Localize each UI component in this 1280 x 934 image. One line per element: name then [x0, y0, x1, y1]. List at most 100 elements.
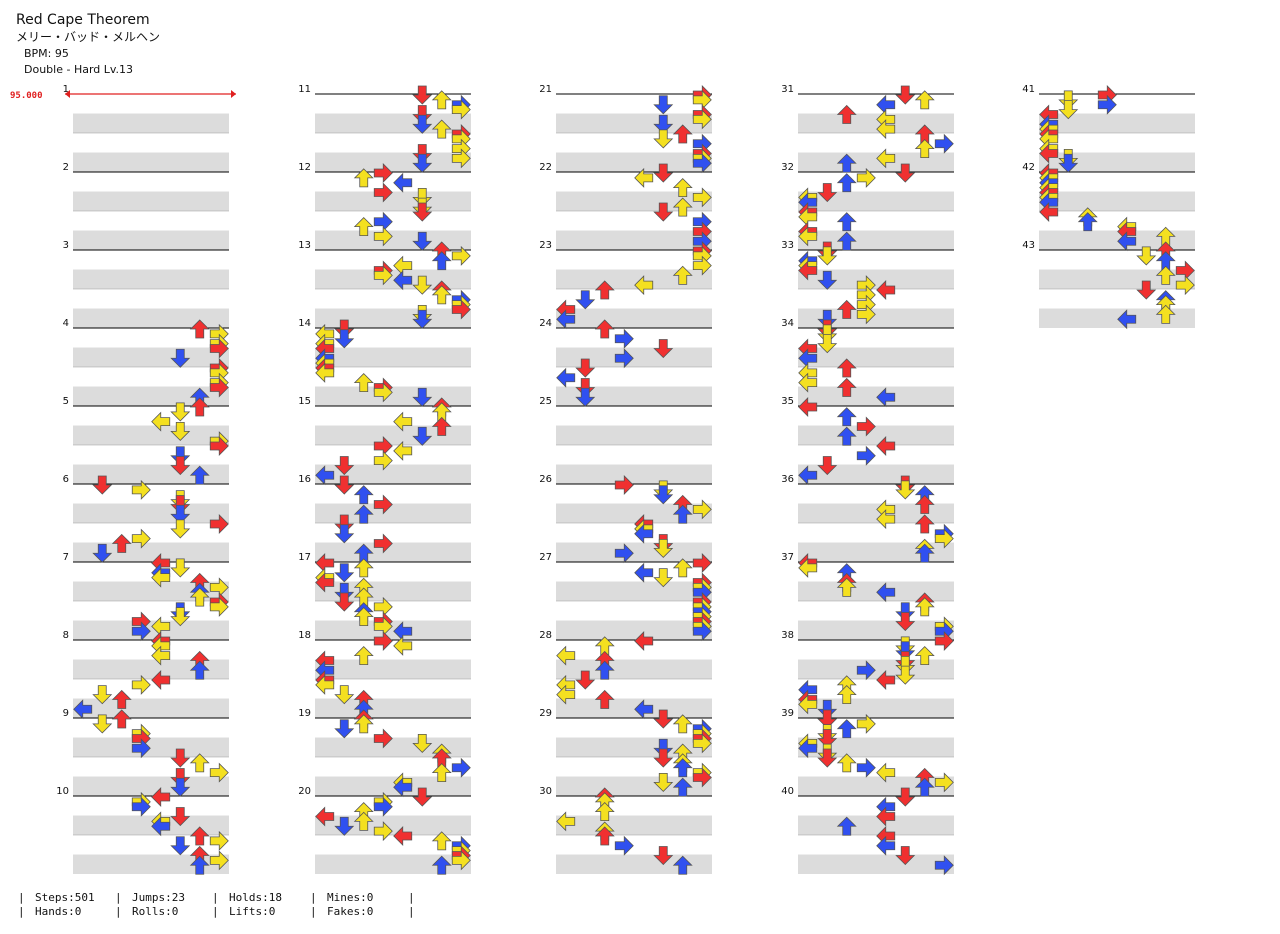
arrow-note: [353, 558, 374, 578]
arrow-note: [614, 835, 634, 856]
arrow-note: [876, 762, 896, 783]
arrow-note: [895, 846, 916, 866]
beat-band: [556, 464, 712, 484]
arrow-note: [798, 226, 818, 247]
arrow-note: [634, 167, 654, 188]
arrow-note: [373, 226, 393, 247]
arrow-note: [856, 713, 876, 734]
arrow-note: [653, 538, 674, 558]
arrow-note: [189, 826, 210, 846]
beat-band: [798, 191, 954, 211]
arrow-note: [914, 514, 935, 534]
arrow-note: [614, 348, 634, 369]
arrow-note: [334, 319, 355, 339]
arrow-note: [692, 621, 712, 642]
arrow-note: [1058, 90, 1079, 110]
arrow-note: [451, 757, 471, 778]
beat-band: [556, 269, 712, 289]
arrow-note: [92, 543, 113, 563]
beat-band: [1039, 113, 1195, 133]
arrow-note: [672, 714, 693, 734]
beat-band: [73, 542, 229, 562]
beat-band: [798, 581, 954, 601]
beat-band: [556, 191, 712, 211]
measure-number: 5: [63, 396, 69, 407]
stat: Holds:18: [229, 891, 282, 904]
beat-band: [315, 815, 471, 835]
bpm-marker: 95.000: [10, 91, 43, 101]
arrow-note: [1058, 100, 1079, 120]
arrow-note: [653, 129, 674, 149]
measure-number: 6: [63, 474, 69, 485]
arrow-note: [412, 114, 433, 134]
arrow-note: [209, 377, 229, 398]
arrow-note: [334, 816, 355, 836]
arrow-note: [836, 426, 857, 446]
arrow-note: [594, 319, 615, 339]
beat-band: [556, 737, 712, 757]
arrow-note: [856, 167, 876, 188]
arrow-note: [209, 830, 229, 851]
beat-band: [556, 815, 712, 835]
measure-number: 3: [63, 240, 69, 251]
arrow-note: [914, 597, 935, 617]
arrow-note: [412, 309, 433, 329]
arrow-note: [914, 646, 935, 666]
measure-number: 40: [781, 786, 794, 797]
arrow-note: [817, 334, 838, 354]
beat-band: [556, 308, 712, 328]
stat: Jumps:23: [132, 891, 185, 904]
arrow-note: [836, 299, 857, 319]
measure-number: 23: [539, 240, 552, 251]
arrow-note: [594, 802, 615, 822]
arrow-note: [914, 90, 935, 110]
arrow-note: [934, 133, 954, 154]
arrow-note: [594, 689, 615, 709]
arrow-note: [334, 563, 355, 583]
measure-number: 39: [781, 708, 794, 719]
arrow-note: [209, 338, 229, 359]
arrow-note: [189, 397, 210, 417]
arrow-note: [594, 826, 615, 846]
arrow-note: [634, 562, 654, 583]
measure-number: 7: [63, 552, 69, 563]
arrow-note: [575, 290, 596, 310]
arrow-note: [1175, 275, 1195, 296]
arrow-note: [836, 104, 857, 124]
arrow-note: [692, 733, 712, 754]
beat-band: [798, 815, 954, 835]
arrow-note: [170, 768, 191, 788]
beat-band: [315, 737, 471, 757]
arrow-note: [151, 411, 171, 432]
arrow-note: [817, 246, 838, 266]
arrow-note: [431, 285, 452, 305]
arrow-note: [412, 787, 433, 807]
arrow-note: [672, 558, 693, 578]
arrow-note: [934, 528, 954, 549]
arrow-note: [836, 816, 857, 836]
arrow-note: [836, 173, 857, 193]
beat-band: [73, 113, 229, 133]
measure-number: 17: [298, 552, 311, 563]
beat-band: [315, 620, 471, 640]
measure-number: 26: [539, 474, 552, 485]
arrow-note: [876, 436, 896, 456]
beat-band: [73, 269, 229, 289]
beat-band: [73, 191, 229, 211]
arrow-note: [170, 456, 191, 476]
arrow-note: [1039, 202, 1059, 222]
arrow-note: [914, 139, 935, 159]
measure-number: 21: [539, 84, 552, 95]
measure-number: 9: [63, 708, 69, 719]
measure-number: 28: [539, 630, 552, 641]
arrow-note: [876, 835, 896, 856]
arrow-note: [170, 348, 191, 368]
measure-number: 41: [1022, 84, 1035, 95]
arrow-note: [431, 855, 452, 875]
arrow-note: [353, 485, 374, 505]
arrow-note: [798, 465, 818, 486]
arrow-note: [431, 119, 452, 139]
measure-number: 42: [1022, 162, 1035, 173]
arrow-note: [836, 231, 857, 251]
arrow-note: [334, 524, 355, 544]
